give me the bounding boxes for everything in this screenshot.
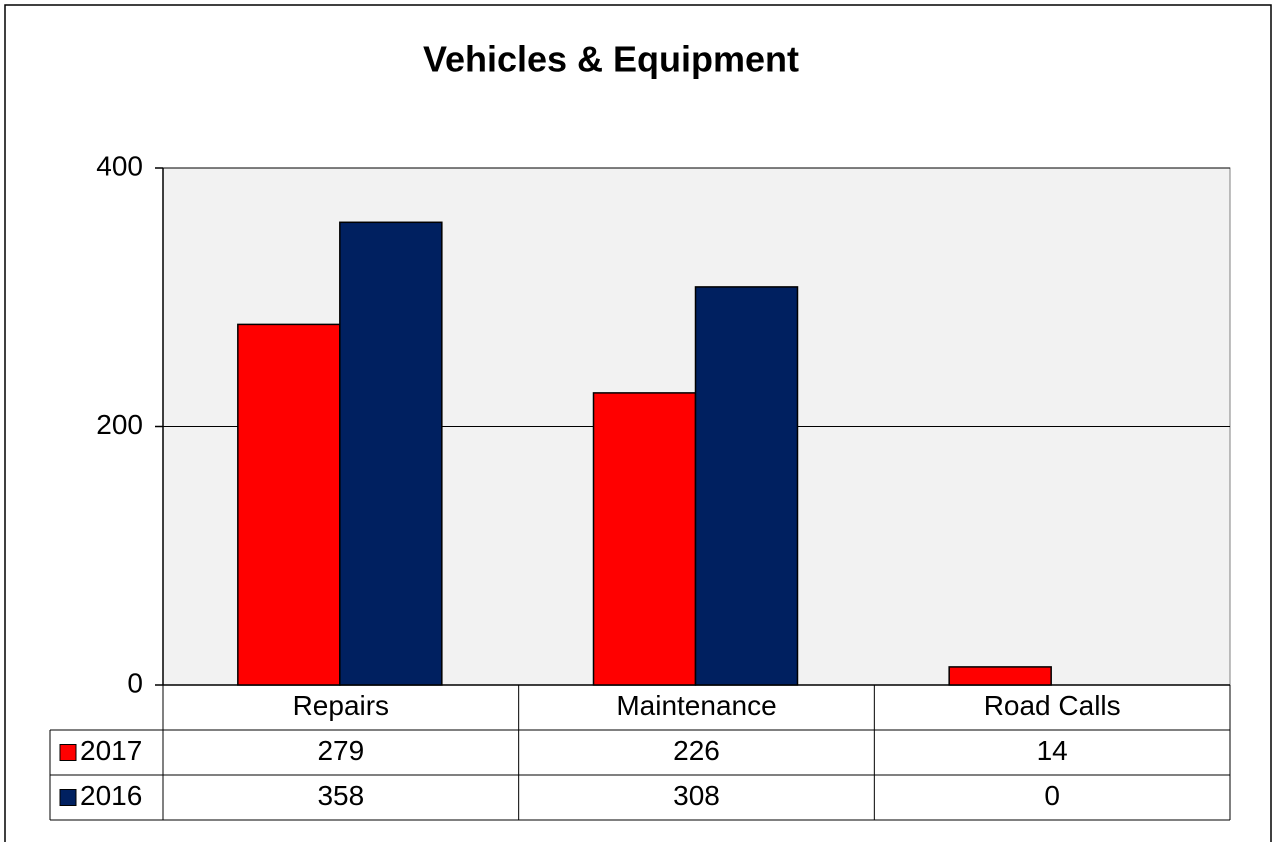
table-value: 279 bbox=[317, 735, 364, 766]
bar bbox=[948, 666, 1052, 686]
x-tick-label: Road Calls bbox=[984, 690, 1121, 721]
bar bbox=[237, 323, 341, 686]
y-tick-label: 0 bbox=[127, 667, 143, 698]
legend-label: 2016 bbox=[80, 780, 142, 811]
table-value: 358 bbox=[317, 780, 364, 811]
x-tick-label: Repairs bbox=[293, 690, 389, 721]
bar bbox=[592, 392, 697, 686]
table-value: 226 bbox=[673, 735, 720, 766]
legend-label: 2017 bbox=[80, 735, 142, 766]
y-tick-label: 200 bbox=[96, 409, 143, 440]
legend-swatch bbox=[59, 744, 77, 761]
x-tick-label: Maintenance bbox=[616, 690, 776, 721]
bar bbox=[694, 286, 799, 686]
table-value: 0 bbox=[1044, 780, 1060, 811]
bar bbox=[339, 221, 443, 686]
table-value: 14 bbox=[1037, 735, 1068, 766]
chart-title: Vehicles & Equipment bbox=[423, 39, 799, 80]
legend-swatch bbox=[59, 789, 77, 806]
table-value: 308 bbox=[673, 780, 720, 811]
y-tick-label: 400 bbox=[96, 150, 143, 181]
